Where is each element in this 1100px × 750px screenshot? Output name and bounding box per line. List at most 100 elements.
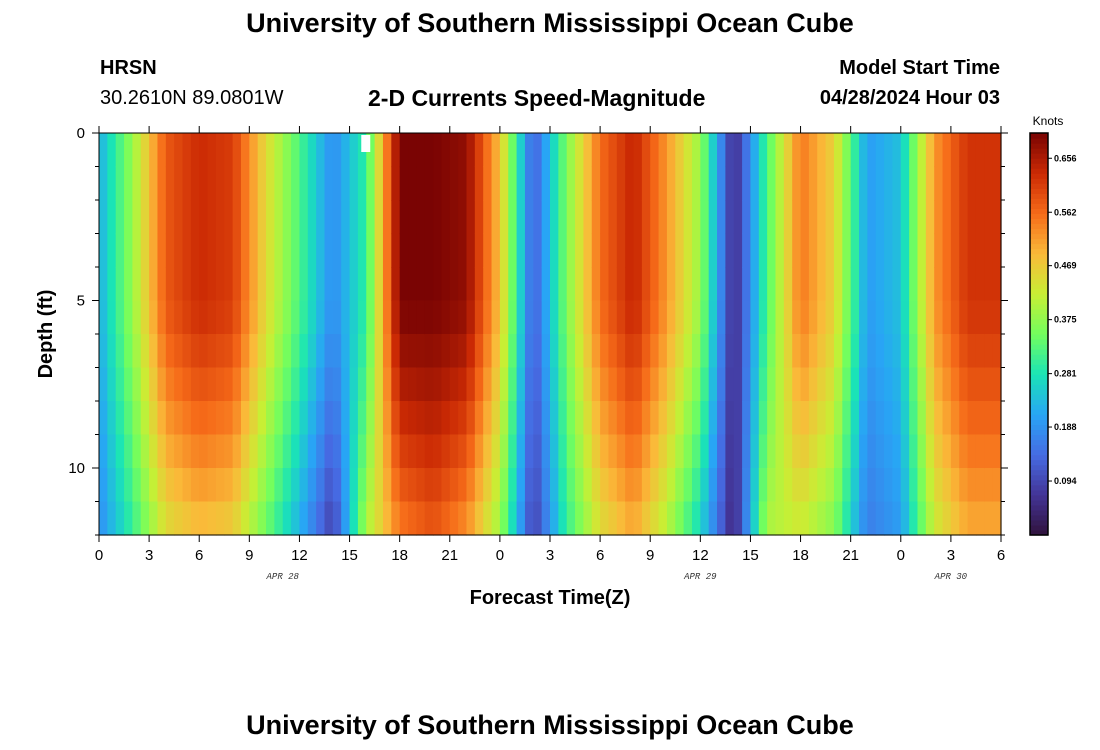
heatmap-cell	[416, 233, 426, 268]
heatmap-cell	[115, 401, 125, 436]
heatmap-cell	[892, 434, 902, 469]
heatmap-cell	[875, 401, 885, 436]
heatmap-cell	[859, 367, 868, 402]
heatmap-cell	[316, 233, 326, 268]
heatmap-cell	[391, 501, 401, 536]
heatmap-cell	[650, 334, 660, 369]
heatmap-cell	[859, 200, 868, 235]
heatmap-cell	[758, 200, 768, 235]
colorbar-swatch	[1030, 399, 1048, 405]
heatmap-cell	[733, 233, 743, 268]
heatmap-cell	[783, 367, 793, 402]
heatmap-cell	[408, 166, 417, 201]
heatmap-cell	[558, 501, 568, 536]
heatmap-cell	[165, 367, 175, 402]
heatmap-cell	[449, 334, 459, 369]
heatmap-cell	[641, 200, 651, 235]
heatmap-cell	[817, 200, 827, 235]
heatmap-cell	[575, 334, 585, 369]
heatmap-cell	[99, 233, 108, 268]
heatmap-cell	[758, 401, 768, 436]
heatmap-cell	[733, 468, 743, 503]
heatmap-cell	[792, 166, 802, 201]
heatmap-cell	[591, 434, 601, 469]
heatmap-cell	[833, 166, 843, 201]
heatmap-cell	[925, 434, 935, 469]
date-label: APR 28	[266, 572, 300, 582]
heatmap-cell	[124, 267, 134, 302]
heatmap-cell	[909, 133, 919, 168]
heatmap-cell	[975, 133, 985, 168]
heatmap-cell	[524, 501, 534, 536]
heatmap-cell	[942, 166, 952, 201]
heatmap-cell	[424, 501, 434, 536]
heatmap-cell	[291, 401, 301, 436]
heatmap-cell	[675, 166, 685, 201]
heatmap-cell	[299, 267, 309, 302]
heatmap-cell	[917, 267, 927, 302]
heatmap-cell	[925, 401, 935, 436]
heatmap-cell	[516, 200, 526, 235]
heatmap-cell	[149, 233, 159, 268]
heatmap-cell	[140, 367, 150, 402]
heatmap-cell	[115, 334, 125, 369]
heatmap-cell	[633, 133, 643, 168]
heatmap-cell	[491, 401, 501, 436]
heatmap-cell	[859, 401, 868, 436]
heatmap-cell	[842, 166, 852, 201]
heatmap-cell	[733, 334, 743, 369]
heatmap-cell	[608, 200, 618, 235]
colorbar-swatch	[1030, 168, 1048, 174]
colorbar-swatch	[1030, 288, 1048, 295]
heatmap-cell	[625, 334, 635, 369]
heatmap-cell	[374, 468, 384, 503]
heatmap-cell	[433, 434, 443, 469]
heatmap-cell	[641, 166, 651, 201]
heatmap-cell	[215, 267, 225, 302]
heatmap-cell	[984, 133, 994, 168]
heatmap-cell	[499, 200, 509, 235]
heatmap-cell	[650, 300, 660, 335]
heatmap-cells	[99, 133, 1002, 536]
heatmap-cell	[884, 434, 894, 469]
heatmap-cell	[249, 501, 259, 536]
heatmap-cell	[349, 166, 359, 201]
heatmap-cell	[215, 200, 225, 235]
heatmap-cell	[458, 133, 468, 168]
colorbar-swatch	[1030, 484, 1048, 491]
heatmap-cell	[466, 434, 476, 469]
heatmap-cell	[282, 267, 292, 302]
x-tick-label: 6	[997, 547, 1005, 564]
heatmap-cell	[742, 434, 752, 469]
heatmap-cell	[608, 434, 618, 469]
heatmap-cell	[316, 200, 326, 235]
heatmap-cell	[825, 300, 835, 335]
heatmap-cell	[149, 434, 159, 469]
heatmap-cell	[959, 468, 969, 503]
heatmap-cell	[742, 133, 752, 168]
heatmap-cell	[758, 166, 768, 201]
heatmap-cell	[633, 200, 643, 235]
heatmap-cell	[382, 434, 392, 469]
heatmap-cell	[917, 133, 927, 168]
heatmap-cell	[917, 401, 927, 436]
heatmap-cell	[257, 468, 267, 503]
heatmap-cell	[984, 300, 994, 335]
colorbar-swatch	[1030, 459, 1048, 466]
heatmap-cell	[825, 468, 835, 503]
x-tick-label: 15	[341, 547, 358, 564]
heatmap-cell	[783, 401, 793, 436]
heatmap-cell	[842, 501, 852, 536]
heatmap-cell	[825, 166, 835, 201]
heatmap-cell	[199, 200, 209, 235]
heatmap-cell	[658, 468, 668, 503]
heatmap-cell	[934, 300, 944, 335]
heatmap-cell	[950, 267, 960, 302]
heatmap-cell	[341, 267, 351, 302]
heatmap-cell	[975, 300, 985, 335]
heatmap-cell	[441, 300, 451, 335]
heatmap-cell	[491, 434, 501, 469]
date-label: APR 30	[934, 572, 968, 582]
heatmap-cell	[859, 334, 868, 369]
heatmap-cell	[124, 401, 134, 436]
